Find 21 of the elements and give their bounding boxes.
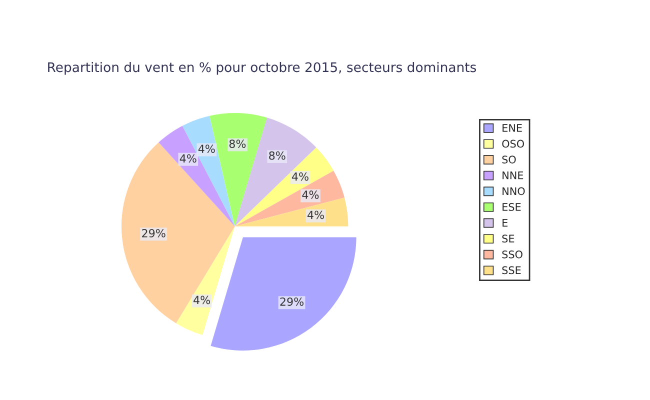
legend-label: SSO: [502, 250, 522, 258]
data-label: 8%: [269, 151, 286, 160]
data-label: 4%: [292, 172, 308, 181]
legend-label: ESE: [502, 203, 521, 211]
legend-label: ENE: [502, 124, 522, 132]
legend-label: SE: [502, 234, 514, 243]
data-label: 4%: [194, 296, 210, 304]
data-label: 4%: [307, 210, 324, 220]
data-label: 8%: [229, 140, 246, 148]
data-label: 29%: [280, 297, 304, 306]
data-label: 4%: [198, 144, 215, 153]
legend-label: E: [502, 219, 508, 227]
legend-label: OSO: [502, 140, 524, 148]
chart-title: Repartition du vent en % pour octobre 2015, secteurs dominants: [48, 62, 476, 75]
data-label: 29%: [142, 228, 166, 238]
data-label: 4%: [302, 190, 319, 199]
legend-label: NNO: [502, 187, 525, 196]
data-label: 4%: [180, 154, 196, 163]
legend-label: SSE: [502, 266, 521, 274]
legend-label: SO: [502, 156, 516, 164]
legend-label: NNE: [502, 172, 524, 180]
